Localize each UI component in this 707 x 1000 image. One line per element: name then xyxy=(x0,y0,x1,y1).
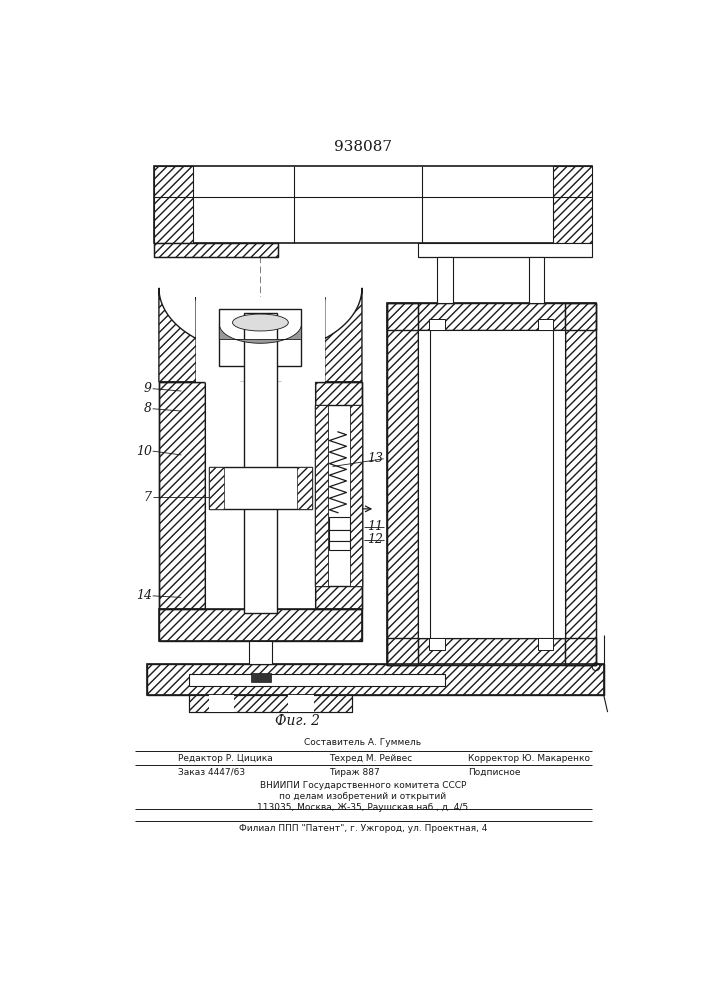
Bar xyxy=(244,312,276,613)
Bar xyxy=(219,309,300,366)
Bar xyxy=(154,243,279,257)
Bar xyxy=(387,303,596,330)
Bar xyxy=(288,695,314,712)
Bar xyxy=(387,303,596,665)
Bar xyxy=(553,330,565,638)
Text: Фиг. 2: Фиг. 2 xyxy=(275,714,320,728)
Text: Филиал ППП "Патент", г. Ужгород, ул. Проектная, 4: Филиал ППП "Патент", г. Ужгород, ул. Про… xyxy=(238,824,487,833)
Text: Тираж 887: Тираж 887 xyxy=(329,768,380,777)
Bar xyxy=(387,638,596,665)
Text: Подписное: Подписное xyxy=(468,768,520,777)
Bar xyxy=(387,303,418,665)
Bar xyxy=(329,517,349,530)
Text: Техред М. Рейвес: Техред М. Рейвес xyxy=(329,754,412,763)
Bar xyxy=(146,664,604,695)
Bar xyxy=(159,609,362,641)
Bar xyxy=(538,319,554,330)
Text: 8: 8 xyxy=(144,402,152,415)
Bar xyxy=(154,166,592,243)
Bar xyxy=(329,530,349,541)
Bar xyxy=(437,257,452,303)
Text: Заказ 4447/63: Заказ 4447/63 xyxy=(177,768,245,777)
Text: Составитель А. Гуммель: Составитель А. Гуммель xyxy=(304,738,421,747)
Bar xyxy=(565,303,596,665)
Bar xyxy=(418,330,565,638)
Bar xyxy=(209,466,312,509)
Bar xyxy=(315,382,362,609)
Bar xyxy=(387,303,596,330)
Text: 7: 7 xyxy=(144,491,152,504)
Text: по делам изобретений и открытий: по делам изобретений и открытий xyxy=(279,792,446,801)
Bar xyxy=(315,382,362,609)
Text: Корректор Ю. Макаренко: Корректор Ю. Макаренко xyxy=(468,754,590,763)
Text: 113035, Москва, Ж-35, Раушская наб., д. 4/5: 113035, Москва, Ж-35, Раушская наб., д. … xyxy=(257,803,468,812)
Bar xyxy=(209,695,234,712)
Text: Редактор Р. Цицика: Редактор Р. Цицика xyxy=(177,754,272,763)
Bar xyxy=(315,405,328,586)
Bar xyxy=(196,297,325,382)
Bar xyxy=(418,243,592,257)
Bar xyxy=(189,674,445,686)
Bar xyxy=(297,466,312,509)
Bar xyxy=(154,166,193,243)
Text: ВНИИПИ Государственного комитета СССР: ВНИИПИ Государственного комитета СССР xyxy=(259,781,466,790)
Bar xyxy=(429,319,445,330)
Bar xyxy=(250,382,272,420)
Bar xyxy=(251,673,271,682)
Bar xyxy=(329,541,349,550)
Text: 11: 11 xyxy=(367,520,383,533)
Bar xyxy=(189,695,352,712)
Bar xyxy=(315,405,362,586)
Bar xyxy=(538,638,554,650)
Text: 14: 14 xyxy=(136,589,152,602)
Polygon shape xyxy=(219,324,301,343)
Bar xyxy=(154,243,279,257)
Bar xyxy=(209,466,224,509)
Bar xyxy=(159,382,206,609)
Bar xyxy=(206,382,315,609)
Bar xyxy=(240,382,281,420)
Bar xyxy=(240,382,281,420)
Bar xyxy=(249,641,272,664)
Bar xyxy=(529,257,544,303)
Bar xyxy=(159,609,362,641)
Bar xyxy=(189,695,352,712)
Bar xyxy=(387,303,418,665)
Text: 938087: 938087 xyxy=(334,140,392,154)
Bar xyxy=(418,330,430,638)
Bar xyxy=(387,638,596,665)
Text: 13: 13 xyxy=(367,452,383,465)
Ellipse shape xyxy=(233,314,288,331)
Bar xyxy=(159,382,206,609)
Bar xyxy=(349,405,362,586)
Bar xyxy=(429,638,445,650)
Text: 12: 12 xyxy=(367,533,383,546)
Polygon shape xyxy=(159,288,362,382)
Bar xyxy=(146,664,604,695)
Text: 9: 9 xyxy=(144,382,152,395)
Bar xyxy=(565,303,596,665)
Text: 10: 10 xyxy=(136,445,152,458)
Bar xyxy=(554,166,592,243)
